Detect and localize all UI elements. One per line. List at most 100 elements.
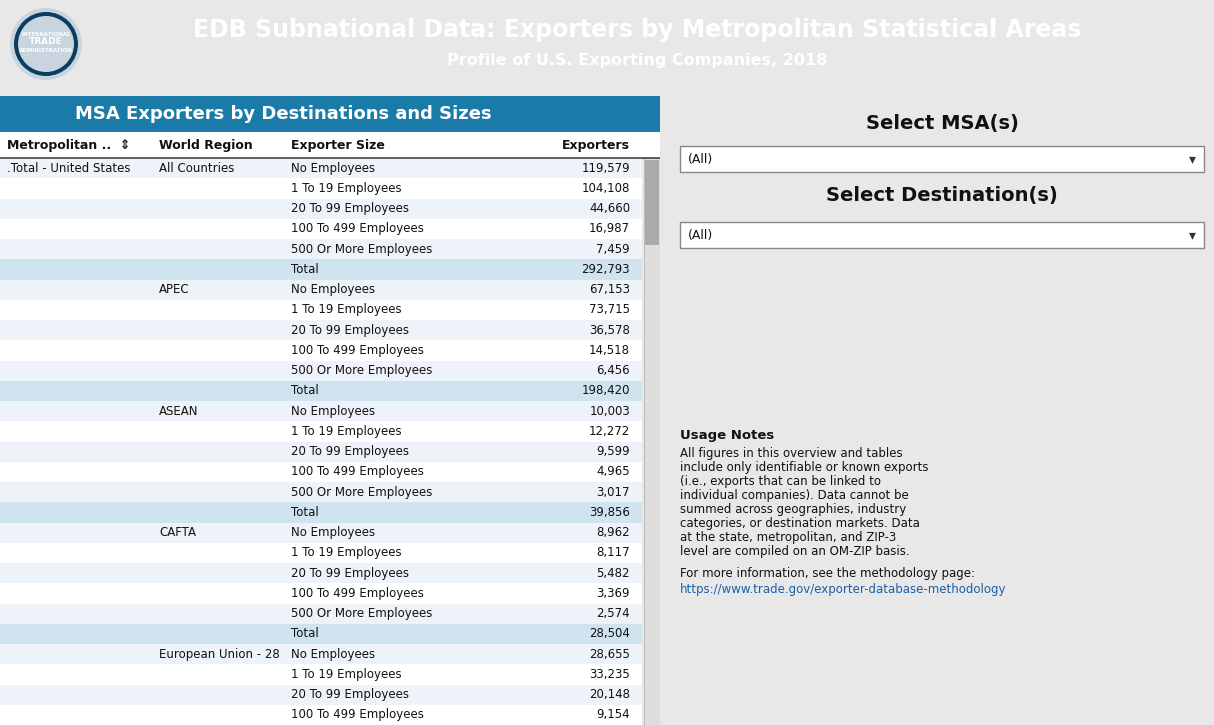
Text: 3,369: 3,369: [596, 587, 630, 600]
Text: 8,117: 8,117: [596, 547, 630, 560]
Text: 10,003: 10,003: [589, 405, 630, 418]
Bar: [0, 158, 642, 178]
Text: 44,660: 44,660: [589, 202, 630, 215]
Bar: [0, 340, 642, 360]
Bar: [0, 705, 642, 725]
Bar: [0, 624, 642, 644]
Text: Select MSA(s): Select MSA(s): [866, 114, 1019, 133]
Text: No Employees: No Employees: [291, 526, 375, 539]
Bar: [0, 442, 642, 462]
Text: Total: Total: [291, 506, 319, 519]
Text: No Employees: No Employees: [291, 283, 375, 296]
Text: 7,459: 7,459: [596, 243, 630, 256]
Bar: [0, 664, 642, 684]
Text: Total: Total: [291, 627, 319, 640]
Text: Select Destination(s): Select Destination(s): [826, 186, 1057, 205]
Text: ASEAN: ASEAN: [159, 405, 199, 418]
Text: 1 To 19 Employees: 1 To 19 Employees: [291, 425, 402, 438]
Text: European Union - 28: European Union - 28: [159, 647, 279, 660]
Circle shape: [15, 12, 78, 76]
Bar: [0, 421, 642, 442]
Text: 500 Or More Employees: 500 Or More Employees: [291, 243, 432, 256]
Text: MSA Exporters by Destinations and Sizes: MSA Exporters by Destinations and Sizes: [75, 105, 492, 123]
Text: Profile of U.S. Exporting Companies, 2018: Profile of U.S. Exporting Companies, 201…: [447, 52, 827, 67]
Text: 36,578: 36,578: [589, 323, 630, 336]
Text: include only identifiable or known exports: include only identifiable or known expor…: [680, 461, 929, 474]
Bar: [0, 132, 660, 158]
Circle shape: [18, 16, 74, 72]
Text: 6,456: 6,456: [596, 364, 630, 377]
Bar: [0, 644, 642, 664]
Text: INTERNATIONAL: INTERNATIONAL: [21, 31, 70, 36]
Text: No Employees: No Employees: [291, 647, 375, 660]
Text: (All): (All): [688, 152, 714, 165]
Bar: [0, 462, 642, 482]
Text: summed across geographies, industry: summed across geographies, industry: [680, 503, 906, 516]
Text: 8,962: 8,962: [596, 526, 630, 539]
Bar: [0, 360, 642, 381]
Text: 198,420: 198,420: [582, 384, 630, 397]
Bar: [680, 146, 1204, 172]
Text: individual companies). Data cannot be: individual companies). Data cannot be: [680, 489, 909, 502]
Text: 16,987: 16,987: [589, 223, 630, 236]
Bar: [0, 543, 642, 563]
Text: All figures in this overview and tables: All figures in this overview and tables: [680, 447, 903, 460]
Bar: [0, 684, 642, 705]
Text: ▾: ▾: [1189, 228, 1196, 242]
Bar: [0, 96, 660, 132]
Text: 4,965: 4,965: [596, 465, 630, 478]
Text: (All): (All): [688, 228, 714, 241]
Text: Exporters: Exporters: [562, 138, 630, 152]
Text: For more information, see the methodology page:: For more information, see the methodolog…: [680, 568, 975, 581]
Text: 73,715: 73,715: [589, 303, 630, 316]
Text: 104,108: 104,108: [582, 182, 630, 195]
Text: 500 Or More Employees: 500 Or More Employees: [291, 364, 432, 377]
Text: 33,235: 33,235: [589, 668, 630, 681]
Text: .Total - United States: .Total - United States: [7, 162, 130, 175]
Text: TRADE: TRADE: [29, 38, 63, 46]
Bar: [0, 563, 642, 583]
Bar: [643, 158, 660, 725]
Text: Usage Notes: Usage Notes: [680, 429, 775, 442]
Text: 20 To 99 Employees: 20 To 99 Employees: [291, 445, 409, 458]
Text: 100 To 499 Employees: 100 To 499 Employees: [291, 708, 424, 721]
Text: 20,148: 20,148: [589, 688, 630, 701]
Text: 67,153: 67,153: [589, 283, 630, 296]
Bar: [0, 199, 642, 219]
Text: 1 To 19 Employees: 1 To 19 Employees: [291, 668, 402, 681]
Text: No Employees: No Employees: [291, 162, 375, 175]
Bar: [0, 482, 642, 502]
Text: https://www.trade.gov/exporter-database-methodology: https://www.trade.gov/exporter-database-…: [680, 584, 1006, 597]
Text: Total: Total: [291, 263, 319, 276]
Text: 20 To 99 Employees: 20 To 99 Employees: [291, 688, 409, 701]
Text: 2,574: 2,574: [596, 607, 630, 620]
Text: Exporter Size: Exporter Size: [291, 138, 385, 152]
Bar: [0, 320, 642, 340]
Circle shape: [10, 8, 83, 80]
Bar: [645, 160, 659, 245]
Bar: [0, 178, 642, 199]
Text: 9,154: 9,154: [596, 708, 630, 721]
Bar: [0, 401, 642, 421]
Text: All Countries: All Countries: [159, 162, 234, 175]
Bar: [0, 381, 642, 401]
Text: categories, or destination markets. Data: categories, or destination markets. Data: [680, 518, 920, 531]
Text: 1 To 19 Employees: 1 To 19 Employees: [291, 182, 402, 195]
Text: Total: Total: [291, 384, 319, 397]
Bar: [0, 603, 642, 624]
Text: at the state, metropolitan, and ZIP-3: at the state, metropolitan, and ZIP-3: [680, 531, 896, 544]
Text: No Employees: No Employees: [291, 405, 375, 418]
Bar: [0, 239, 642, 260]
Bar: [680, 222, 1204, 248]
Text: World Region: World Region: [159, 138, 253, 152]
Text: Metropolitan ..  ⇕: Metropolitan .. ⇕: [7, 138, 130, 152]
Text: 20 To 99 Employees: 20 To 99 Employees: [291, 567, 409, 579]
Bar: [0, 260, 642, 280]
Text: 100 To 499 Employees: 100 To 499 Employees: [291, 223, 424, 236]
Text: CAFTA: CAFTA: [159, 526, 195, 539]
Text: 500 Or More Employees: 500 Or More Employees: [291, 486, 432, 499]
Bar: [0, 523, 642, 543]
Bar: [0, 280, 642, 299]
Bar: [0, 583, 642, 603]
Text: 9,599: 9,599: [596, 445, 630, 458]
